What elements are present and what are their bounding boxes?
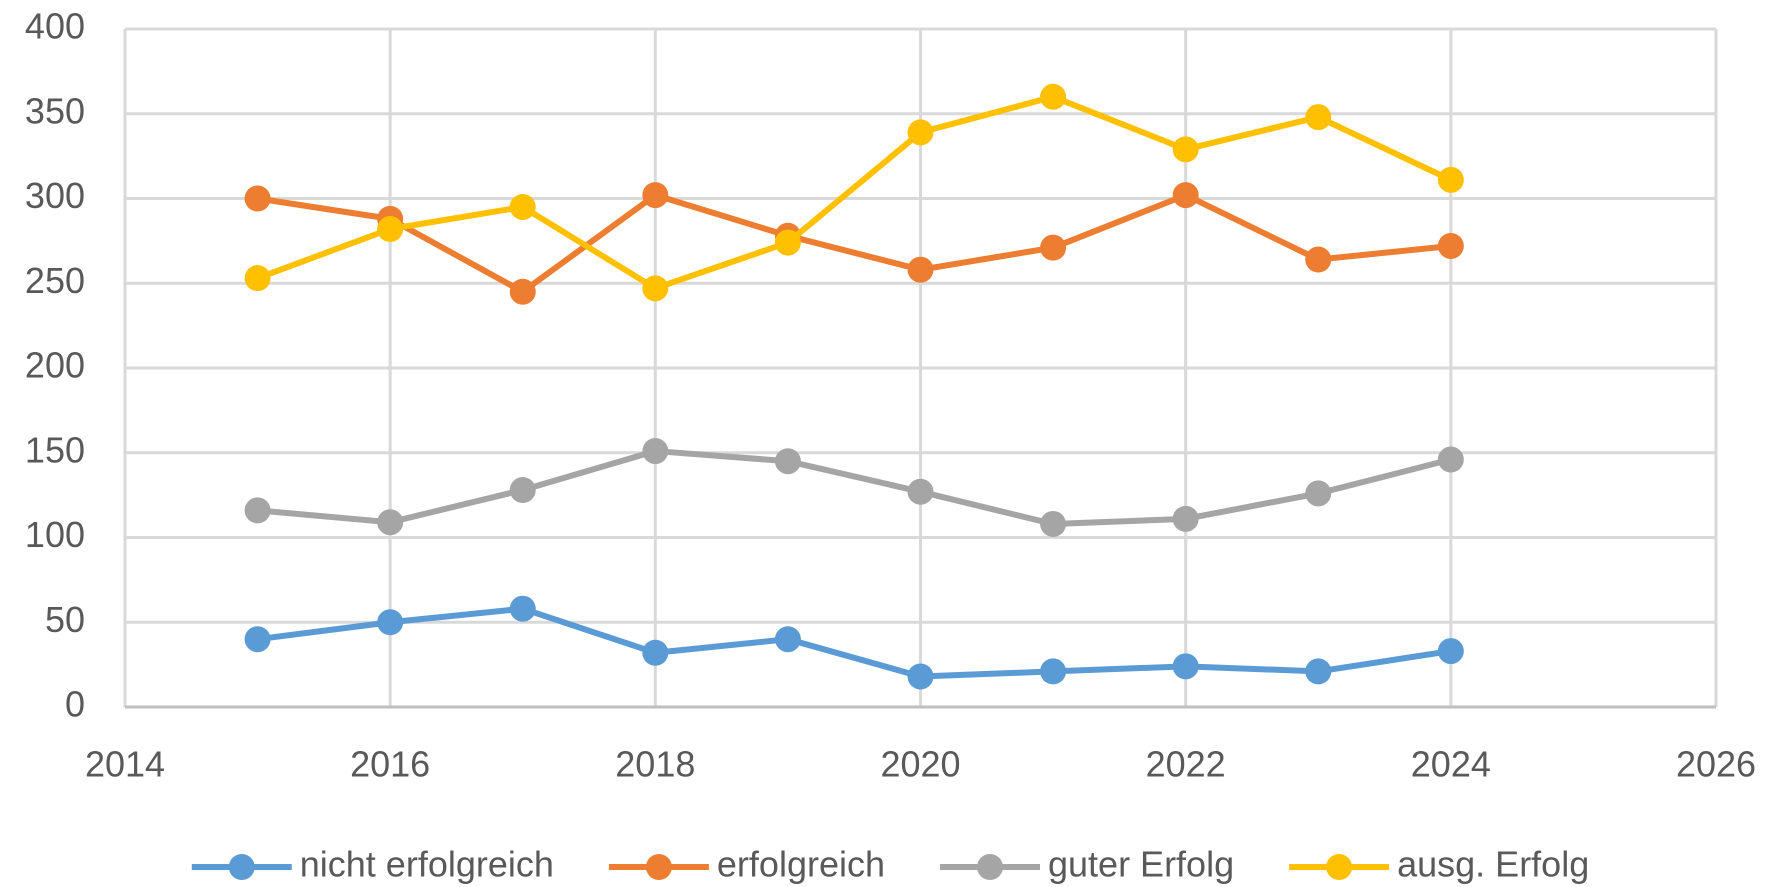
y-tick-label: 250	[25, 260, 85, 301]
data-point	[509, 278, 536, 305]
series-line	[257, 605, 1452, 680]
data-point	[907, 663, 934, 690]
data-point	[1172, 136, 1199, 163]
data-point	[244, 185, 271, 212]
series-line	[257, 192, 1452, 295]
data-point	[642, 438, 669, 465]
data-point	[509, 595, 536, 622]
y-tick-label: 100	[25, 514, 85, 555]
data-point	[1305, 658, 1332, 685]
legend-item: guter Erfolg	[940, 844, 1234, 885]
data-point	[509, 477, 536, 504]
data-point	[1437, 166, 1464, 193]
y-tick-label: 50	[45, 599, 85, 640]
y-tick-label: 0	[65, 684, 85, 725]
x-tick-label: 2022	[1146, 744, 1226, 785]
y-tick-label: 400	[25, 6, 85, 47]
data-point	[907, 119, 934, 146]
data-point	[377, 216, 404, 243]
legend-label: erfolgreich	[717, 844, 885, 885]
data-point	[774, 448, 801, 475]
y-tick-label: 350	[25, 90, 85, 131]
data-point	[244, 265, 271, 292]
y-tick-label: 300	[25, 175, 85, 216]
data-point	[1437, 446, 1464, 473]
legend-marker	[1326, 854, 1353, 880]
data-point	[1172, 653, 1199, 680]
data-point	[1305, 104, 1332, 131]
data-point	[1172, 505, 1199, 532]
data-point	[244, 497, 271, 524]
data-point	[1040, 83, 1067, 110]
data-point	[1040, 234, 1067, 261]
data-point	[642, 182, 669, 209]
x-tick-label: 2020	[880, 744, 960, 785]
data-point	[642, 275, 669, 302]
data-point	[1305, 246, 1332, 273]
series-line	[256, 93, 1453, 292]
data-point	[509, 193, 536, 220]
legend-marker	[645, 854, 672, 880]
data-point	[642, 639, 669, 666]
data-point	[774, 229, 801, 256]
data-point	[1437, 638, 1464, 665]
x-tick-label: 2024	[1411, 744, 1491, 785]
data-point	[907, 478, 934, 505]
series-line	[257, 448, 1452, 527]
y-tick-label: 150	[25, 429, 85, 470]
x-tick-label: 2016	[350, 744, 430, 785]
legend-label: ausg. Erfolg	[1397, 844, 1589, 885]
data-point	[377, 609, 404, 636]
data-point	[1437, 232, 1464, 259]
data-point	[774, 626, 801, 653]
legend-item: ausg. Erfolg	[1289, 844, 1589, 885]
x-tick-label: 2026	[1676, 744, 1756, 785]
data-point	[1172, 182, 1199, 209]
legend-item: erfolgreich	[608, 844, 885, 885]
y-tick-label: 200	[25, 345, 85, 386]
x-tick-label: 2018	[615, 744, 695, 785]
data-point	[1040, 510, 1067, 537]
data-point	[907, 256, 934, 283]
legend-label: guter Erfolg	[1048, 844, 1234, 885]
legend-label: nicht erfolgreich	[300, 844, 554, 885]
legend-marker	[977, 854, 1003, 880]
x-tick-label: 2014	[85, 744, 165, 785]
data-point	[1305, 480, 1332, 507]
legend-item: nicht erfolgreich	[191, 844, 554, 885]
data-point	[1040, 658, 1067, 685]
data-point	[377, 509, 404, 536]
data-point	[244, 626, 271, 653]
legend-marker	[228, 854, 255, 880]
